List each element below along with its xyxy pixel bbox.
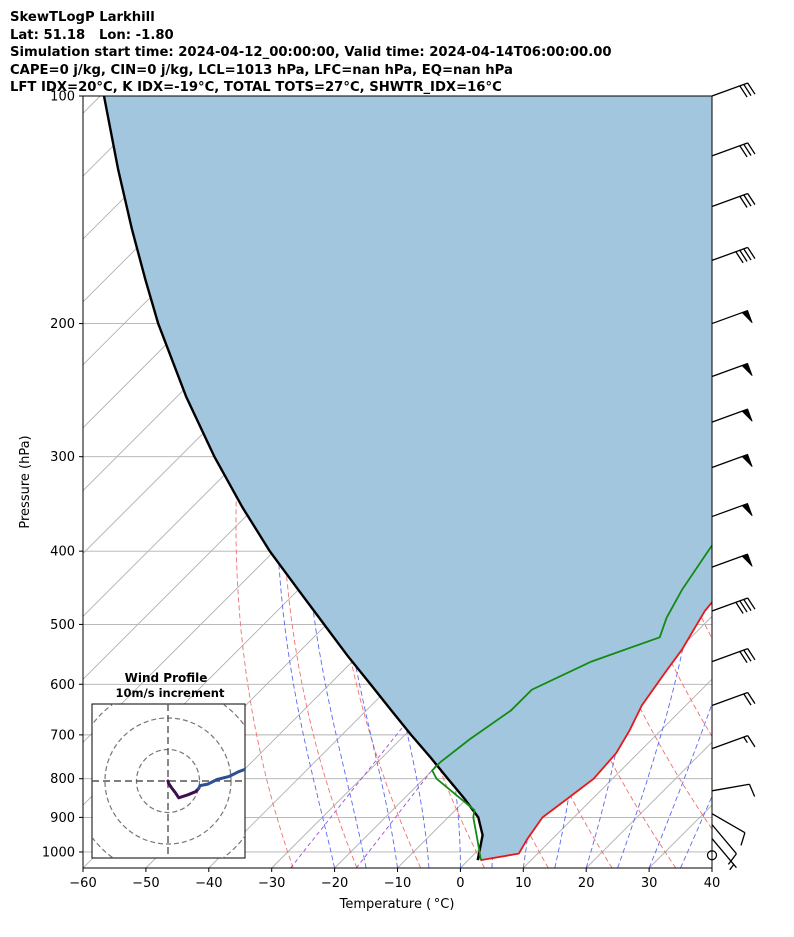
wind-barb: [711, 735, 756, 750]
wind-barb: [711, 192, 756, 208]
isotherm: [522, 678, 712, 868]
wind-barb: [711, 783, 756, 797]
y-tick-label: 700: [50, 728, 75, 743]
moist-adiabat: [617, 96, 700, 868]
x-tick-label: −40: [195, 876, 222, 891]
wind-barb: [711, 691, 756, 707]
x-tick-label: −60: [69, 876, 96, 891]
isotherm: [83, 96, 227, 240]
title-line-5: LFT IDX=20°C, K IDX=-19°C, TOTAL TOTS=27…: [10, 80, 502, 95]
temperature-line: [480, 600, 712, 861]
parcel-shading: [104, 96, 712, 861]
hodograph-subtitle: 10m/s increment: [116, 686, 225, 700]
wind-barb: [711, 362, 753, 378]
title-block: SkewTLogP Larkhill Lat: 51.18 Lon: -1.80…: [10, 9, 612, 97]
dry-adiabat: [281, 96, 358, 868]
hodograph-trace: [166, 779, 201, 800]
dry-adiabat: [730, 96, 794, 868]
y-tick-label: 200: [50, 317, 75, 332]
y-tick-label: 300: [50, 450, 75, 465]
y-tick-label: 800: [50, 772, 75, 787]
wind-barb: [711, 453, 753, 469]
wind-barb: [711, 597, 756, 614]
wind-barb: [706, 850, 718, 861]
x-tick-label: −30: [258, 876, 285, 891]
isotherm: [83, 96, 101, 114]
x-tick-label: 10: [515, 876, 532, 891]
y-tick-label: 400: [50, 545, 75, 560]
y-tick-label: 600: [50, 678, 75, 693]
moist-adiabat: [680, 795, 712, 868]
wind-barb: [711, 142, 756, 158]
chart-series: [102, 96, 712, 861]
moist-adiabat: [711, 866, 712, 868]
wind-barb: [711, 246, 756, 264]
wind-barb: [711, 408, 753, 423]
hodograph-trace: [197, 767, 245, 791]
dry-adiabat: [763, 96, 794, 868]
x-tick-label: −50: [132, 876, 159, 891]
dewpoint-line: [431, 544, 712, 861]
y-tick-label: 900: [50, 811, 75, 826]
isotherm: [711, 867, 712, 868]
y-tick-label: 500: [50, 618, 75, 633]
x-tick-label: −10: [384, 876, 411, 891]
y-axis-label: Pressure (hPa): [18, 435, 33, 528]
x-axis-label: Temperature ( °C): [339, 897, 455, 912]
x-tick-label: 30: [641, 876, 658, 891]
title-line-2: Lat: 51.18 Lon: -1.80: [10, 27, 174, 43]
x-tick-label: −20: [321, 876, 348, 891]
title-line-1: SkewTLogP Larkhill: [10, 10, 155, 25]
wind-barb: [711, 82, 756, 98]
wind-barb: [711, 502, 753, 518]
y-tick-label: 1000: [42, 845, 75, 860]
wind-barbs: [706, 82, 756, 871]
title-line-3: Simulation start time: 2024-04-12_00:00:…: [10, 45, 612, 60]
wind-barb: [711, 838, 737, 871]
axis-ticks: −60 −50 −40 −30 −20 −10 0 10 20 30 40 100 200 300 400 5…: [42, 90, 720, 892]
parcel-profile-line: [102, 96, 484, 861]
y-tick-label: 100: [50, 90, 75, 105]
title-line-4: CAPE=0 j/kg, CIN=0 j/kg, LCL=1013 hPa, L…: [10, 62, 513, 78]
wind-barb: [711, 309, 753, 325]
wind-barb: [711, 648, 756, 664]
hodograph-title: Wind Profile: [125, 671, 208, 685]
moist-adiabat: [648, 702, 712, 868]
wind-barb: [711, 824, 737, 865]
wind-barb: [711, 813, 746, 846]
wind-barb: [711, 553, 753, 568]
x-tick-label: 20: [578, 876, 595, 891]
x-tick-label: 40: [704, 876, 721, 891]
x-tick-label: 0: [456, 876, 464, 891]
